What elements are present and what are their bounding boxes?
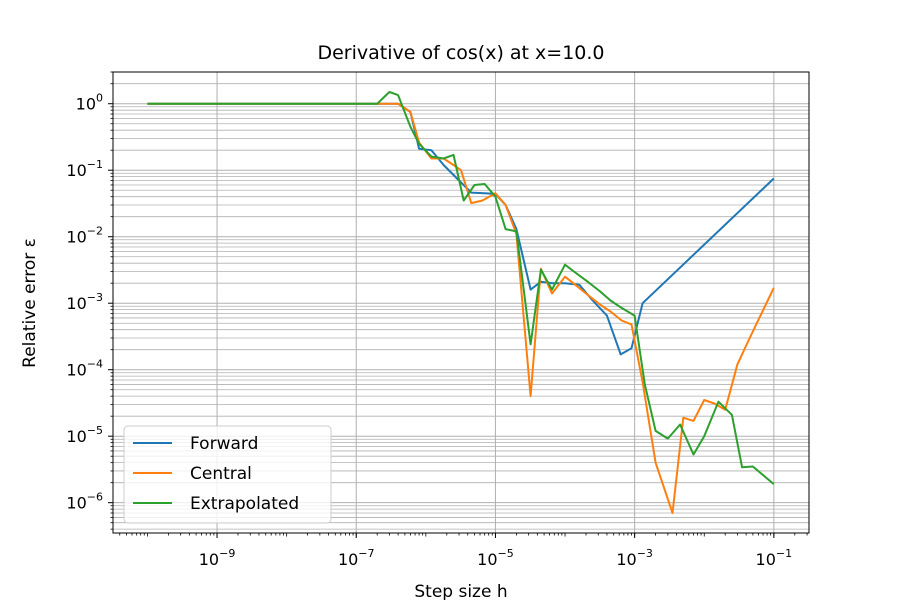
- axis-ticks: 10−9 10−7 10−5 10−3 10−1 100 10−1 10−2 10−3 10−4 1…: [66, 71, 808, 569]
- legend-label-extrapolated: Extrapolated: [190, 494, 299, 514]
- legend: Forward Central Extrapolated: [123, 425, 332, 524]
- legend-box: [123, 425, 332, 524]
- y-tick-label: 10−2: [66, 225, 103, 247]
- y-tick-label: 100: [76, 92, 103, 114]
- y-tick-label: 10−1: [66, 158, 103, 180]
- x-tick-label: 10−1: [756, 547, 793, 569]
- x-tick-label: 10−9: [199, 547, 236, 569]
- series-line-extrapolated: [147, 91, 775, 485]
- y-tick-label: 10−5: [66, 424, 103, 446]
- x-axis-label: Step size h: [414, 582, 507, 600]
- chart-title: Derivative of cos(x) at x=10.0: [317, 42, 604, 64]
- x-tick-label: 10−7: [338, 547, 375, 569]
- legend-label-central: Central: [190, 464, 252, 484]
- plot-area-frame: [112, 71, 810, 534]
- y-axis-label: Relative error ε: [20, 238, 40, 368]
- x-tick-label: 10−5: [477, 547, 514, 569]
- series-lines: [147, 91, 775, 514]
- y-tick-label: 10−4: [66, 358, 103, 380]
- x-tick-label: 10−3: [616, 547, 653, 569]
- y-tick-label: 10−3: [66, 291, 103, 313]
- y-tick-label: 10−6: [66, 491, 103, 513]
- legend-label-forward: Forward: [190, 434, 258, 454]
